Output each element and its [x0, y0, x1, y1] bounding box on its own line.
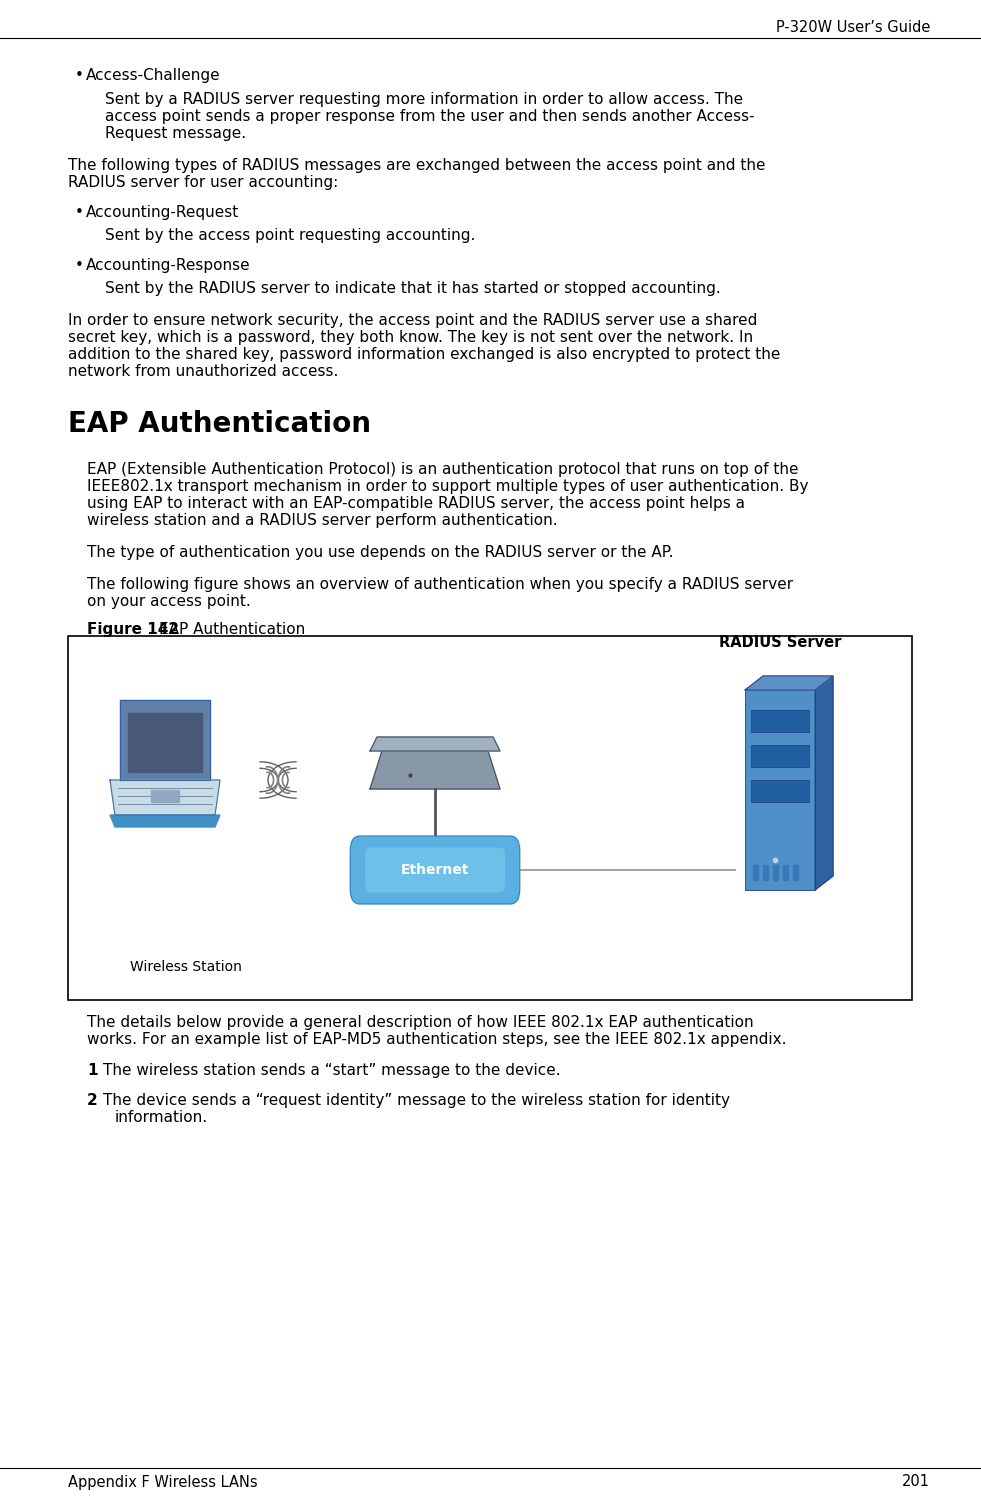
- Text: 201: 201: [902, 1474, 930, 1489]
- Polygon shape: [110, 780, 220, 815]
- Text: IEEE802.1x transport mechanism in order to support multiple types of user authen: IEEE802.1x transport mechanism in order …: [87, 479, 808, 494]
- Polygon shape: [753, 866, 758, 879]
- Text: using EAP to interact with an EAP-compatible RADIUS server, the access point hel: using EAP to interact with an EAP-compat…: [87, 496, 745, 511]
- Polygon shape: [370, 736, 500, 752]
- Text: addition to the shared key, password information exchanged is also encrypted to : addition to the shared key, password inf…: [68, 347, 780, 362]
- Polygon shape: [793, 866, 798, 879]
- Polygon shape: [120, 700, 210, 780]
- Text: Access-Challenge: Access-Challenge: [86, 68, 221, 83]
- Text: Request message.: Request message.: [105, 126, 246, 141]
- Text: secret key, which is a password, they both know. The key is not sent over the ne: secret key, which is a password, they bo…: [68, 331, 753, 346]
- Bar: [751, 745, 809, 767]
- Text: wireless station and a RADIUS server perform authentication.: wireless station and a RADIUS server per…: [87, 513, 557, 528]
- Bar: [751, 709, 809, 732]
- Text: information.: information.: [115, 1111, 208, 1126]
- FancyBboxPatch shape: [350, 836, 520, 903]
- Polygon shape: [110, 815, 220, 827]
- Text: 1: 1: [87, 1063, 97, 1078]
- Polygon shape: [763, 866, 768, 879]
- Text: Sent by the access point requesting accounting.: Sent by the access point requesting acco…: [105, 228, 476, 243]
- Polygon shape: [370, 752, 500, 789]
- Text: Figure 142: Figure 142: [87, 622, 180, 637]
- FancyBboxPatch shape: [365, 848, 505, 893]
- Bar: [68, 636, 912, 999]
- Polygon shape: [151, 791, 179, 803]
- Text: network from unauthorized access.: network from unauthorized access.: [68, 364, 338, 379]
- Polygon shape: [745, 676, 833, 690]
- Text: EAP (Extensible Authentication Protocol) is an authentication protocol that runs: EAP (Extensible Authentication Protocol)…: [87, 461, 799, 476]
- Text: EAP Authentication: EAP Authentication: [68, 410, 371, 437]
- Text: Sent by the RADIUS server to indicate that it has started or stopped accounting.: Sent by the RADIUS server to indicate th…: [105, 281, 721, 296]
- Text: The following types of RADIUS messages are exchanged between the access point an: The following types of RADIUS messages a…: [68, 158, 765, 173]
- Text: The device sends a “request identity” message to the wireless station for identi: The device sends a “request identity” me…: [103, 1093, 730, 1108]
- Text: •: •: [75, 68, 83, 83]
- Text: Sent by a RADIUS server requesting more information in order to allow access. Th: Sent by a RADIUS server requesting more …: [105, 92, 744, 107]
- Text: •: •: [75, 259, 83, 274]
- Text: Accounting-Response: Accounting-Response: [86, 259, 250, 274]
- Text: The type of authentication you use depends on the RADIUS server or the AP.: The type of authentication you use depen…: [87, 546, 674, 561]
- Text: The details below provide a general description of how IEEE 802.1x EAP authentic: The details below provide a general desc…: [87, 1015, 753, 1030]
- Text: access point sends a proper response from the user and then sends another Access: access point sends a proper response fro…: [105, 110, 754, 125]
- Text: 2: 2: [87, 1093, 98, 1108]
- Text: P-320W User’s Guide: P-320W User’s Guide: [776, 21, 930, 36]
- Text: RADIUS server for user accounting:: RADIUS server for user accounting:: [68, 174, 338, 189]
- Text: The wireless station sends a “start” message to the device.: The wireless station sends a “start” mes…: [103, 1063, 560, 1078]
- Polygon shape: [773, 866, 778, 879]
- Text: •: •: [75, 204, 83, 219]
- Polygon shape: [783, 866, 788, 879]
- Text: The following figure shows an overview of authentication when you specify a RADI: The following figure shows an overview o…: [87, 577, 793, 592]
- Polygon shape: [128, 712, 202, 773]
- Bar: [751, 780, 809, 803]
- Text: works. For an example list of EAP-MD5 authentication steps, see the IEEE 802.1x : works. For an example list of EAP-MD5 au…: [87, 1033, 787, 1048]
- Text: Appendix F Wireless LANs: Appendix F Wireless LANs: [68, 1474, 258, 1489]
- Text: EAP Authentication: EAP Authentication: [159, 622, 305, 637]
- Bar: [745, 690, 815, 890]
- Text: In order to ensure network security, the access point and the RADIUS server use : In order to ensure network security, the…: [68, 313, 757, 328]
- Text: Accounting-Request: Accounting-Request: [86, 204, 239, 219]
- Text: Wireless Station: Wireless Station: [130, 960, 242, 974]
- Text: Ethernet: Ethernet: [401, 863, 469, 876]
- Polygon shape: [815, 676, 833, 890]
- Text: RADIUS Server: RADIUS Server: [719, 634, 841, 649]
- Text: on your access point.: on your access point.: [87, 594, 251, 609]
